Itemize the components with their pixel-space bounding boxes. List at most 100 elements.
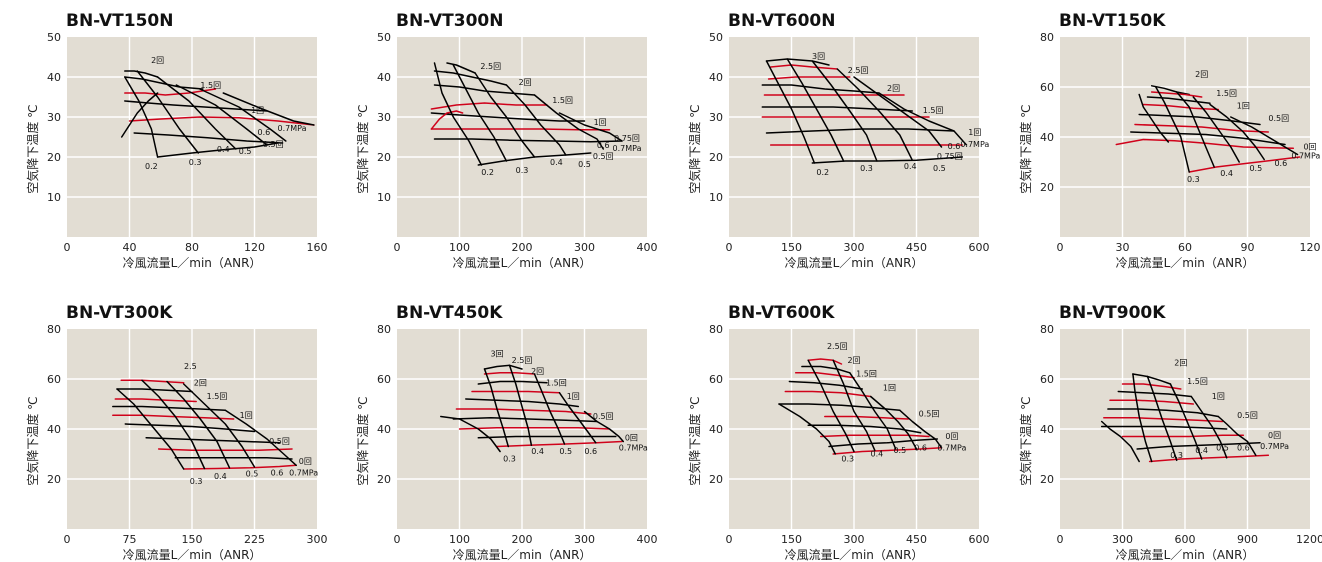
y-tick-label: 20 xyxy=(709,473,723,486)
curve-label: 2.5回 xyxy=(512,356,533,365)
curve-label: 1回 xyxy=(567,392,580,401)
curve-label: 0.5回 xyxy=(263,140,284,149)
series-line xyxy=(1115,138,1295,150)
curve-label: 0.5 xyxy=(1249,164,1262,173)
curve-label: 0.3 xyxy=(189,158,202,167)
x-tick-label: 300 xyxy=(307,533,328,546)
curve-label: 0.2 xyxy=(481,168,494,177)
curve-label: 0.6 xyxy=(948,142,961,151)
curve-label: 2.5回 xyxy=(480,62,501,71)
x-tick-label: 225 xyxy=(244,533,265,546)
x-tick-label: 450 xyxy=(906,241,927,254)
curve-label: 0.5 xyxy=(1216,443,1229,452)
curve-label: 0.5回 xyxy=(1268,114,1289,123)
series-line xyxy=(1217,415,1257,457)
series-line xyxy=(583,410,625,443)
curve-label: 0.7MPa xyxy=(619,443,648,452)
curve-label: 0.6 xyxy=(1274,159,1287,168)
y-tick-label: 30 xyxy=(377,111,391,124)
series-line xyxy=(1117,390,1193,398)
series-line xyxy=(832,447,943,455)
series-line xyxy=(1230,116,1299,156)
curve-label: 2.5 xyxy=(184,362,197,371)
series-line xyxy=(878,92,968,146)
series-line xyxy=(128,116,315,126)
x-axis-label: 冷風流量L／min（ANR） xyxy=(785,256,924,270)
x-axis-label: 冷風流量L／min（ANR） xyxy=(123,548,262,562)
chart-title: BN-VT150N xyxy=(66,11,173,31)
series-line xyxy=(765,58,830,66)
series-line xyxy=(853,76,943,148)
series-line xyxy=(124,70,159,78)
series-line xyxy=(1150,91,1203,98)
series-line xyxy=(483,368,510,448)
y-tick-label: 80 xyxy=(709,323,723,336)
y-tick-label: 20 xyxy=(1040,181,1054,194)
series-line xyxy=(1100,425,1228,430)
y-tick-label: 40 xyxy=(709,71,723,84)
series-line xyxy=(433,84,536,96)
curve-label: 0.5回 xyxy=(919,410,940,419)
chart-title: BN-VT300K xyxy=(66,303,173,323)
y-axis-label: 空気降下温度 ℃ xyxy=(25,104,40,193)
chart-title: BN-VT300N xyxy=(396,11,503,31)
curve-label: 1.5回 xyxy=(856,370,877,379)
y-axis-label: 空気降下温度 ℃ xyxy=(25,396,40,485)
chart-title: BN-VT900K xyxy=(1059,303,1166,323)
series-line xyxy=(224,409,297,467)
x-tick-label: 450 xyxy=(906,533,927,546)
curve-label: 0.5回 xyxy=(269,437,290,446)
y-tick-label: 40 xyxy=(377,71,391,84)
curve-label: 0.7MPa xyxy=(960,140,989,149)
series-line xyxy=(1100,420,1140,463)
curve-label: 0回 xyxy=(1268,431,1281,440)
x-tick-label: 0 xyxy=(1057,533,1064,546)
curve-label: 0.5 xyxy=(559,447,572,456)
series-line xyxy=(1146,96,1211,105)
y-tick-label: 40 xyxy=(47,71,61,84)
series-line xyxy=(1136,442,1261,450)
y-tick-label: 20 xyxy=(709,151,723,164)
curve-label: 0.5回 xyxy=(1237,411,1258,420)
chart-panel: BN-VT600N 0 150 300 450 600 10 20 30 40 50 冷風流量L／mi… xyxy=(687,11,990,270)
x-tick-label: 400 xyxy=(637,241,658,254)
series-line xyxy=(222,92,315,126)
series-line xyxy=(1209,103,1265,161)
x-tick-label: 0 xyxy=(394,533,401,546)
chart-panel: BN-VT900K 0 300 600 900 1200 20 40 60 80 冷風流量L／min… xyxy=(1018,303,1322,562)
series-line xyxy=(761,84,880,94)
curve-label: 0.7MPa xyxy=(278,124,307,133)
series-line xyxy=(430,128,611,131)
series-line xyxy=(1138,93,1170,143)
series-line xyxy=(483,364,523,370)
x-tick-label: 300 xyxy=(574,533,595,546)
curve-label: 3回 xyxy=(812,52,825,61)
y-tick-label: 80 xyxy=(47,323,61,336)
series-line xyxy=(765,60,816,164)
x-tick-label: 0 xyxy=(726,241,733,254)
series-line xyxy=(869,395,918,450)
series-line xyxy=(558,112,623,142)
series-line xyxy=(1192,96,1240,163)
curve-label: 0.6 xyxy=(1237,443,1250,452)
curve-label: 1回 xyxy=(240,411,253,420)
series-line xyxy=(483,372,536,375)
series-line xyxy=(124,423,256,433)
y-tick-label: 40 xyxy=(1040,423,1054,436)
curve-label: 1.5回 xyxy=(207,392,228,401)
curve-label: 1回 xyxy=(251,106,264,115)
curve-label: 0.7MPa xyxy=(1260,442,1289,451)
series-line xyxy=(145,437,281,444)
curve-label: 0.5 xyxy=(246,470,259,479)
x-tick-label: 100 xyxy=(449,533,470,546)
series-line xyxy=(849,372,897,450)
x-tick-label: 400 xyxy=(637,533,658,546)
y-tick-label: 20 xyxy=(377,473,391,486)
curve-label: 0.6 xyxy=(597,141,610,150)
series-line xyxy=(767,76,851,80)
series-line xyxy=(807,359,855,453)
x-axis-label: 冷風流量L／min（ANR） xyxy=(1116,548,1255,562)
y-tick-label: 30 xyxy=(47,111,61,124)
series-line xyxy=(175,84,268,146)
x-tick-label: 300 xyxy=(574,241,595,254)
